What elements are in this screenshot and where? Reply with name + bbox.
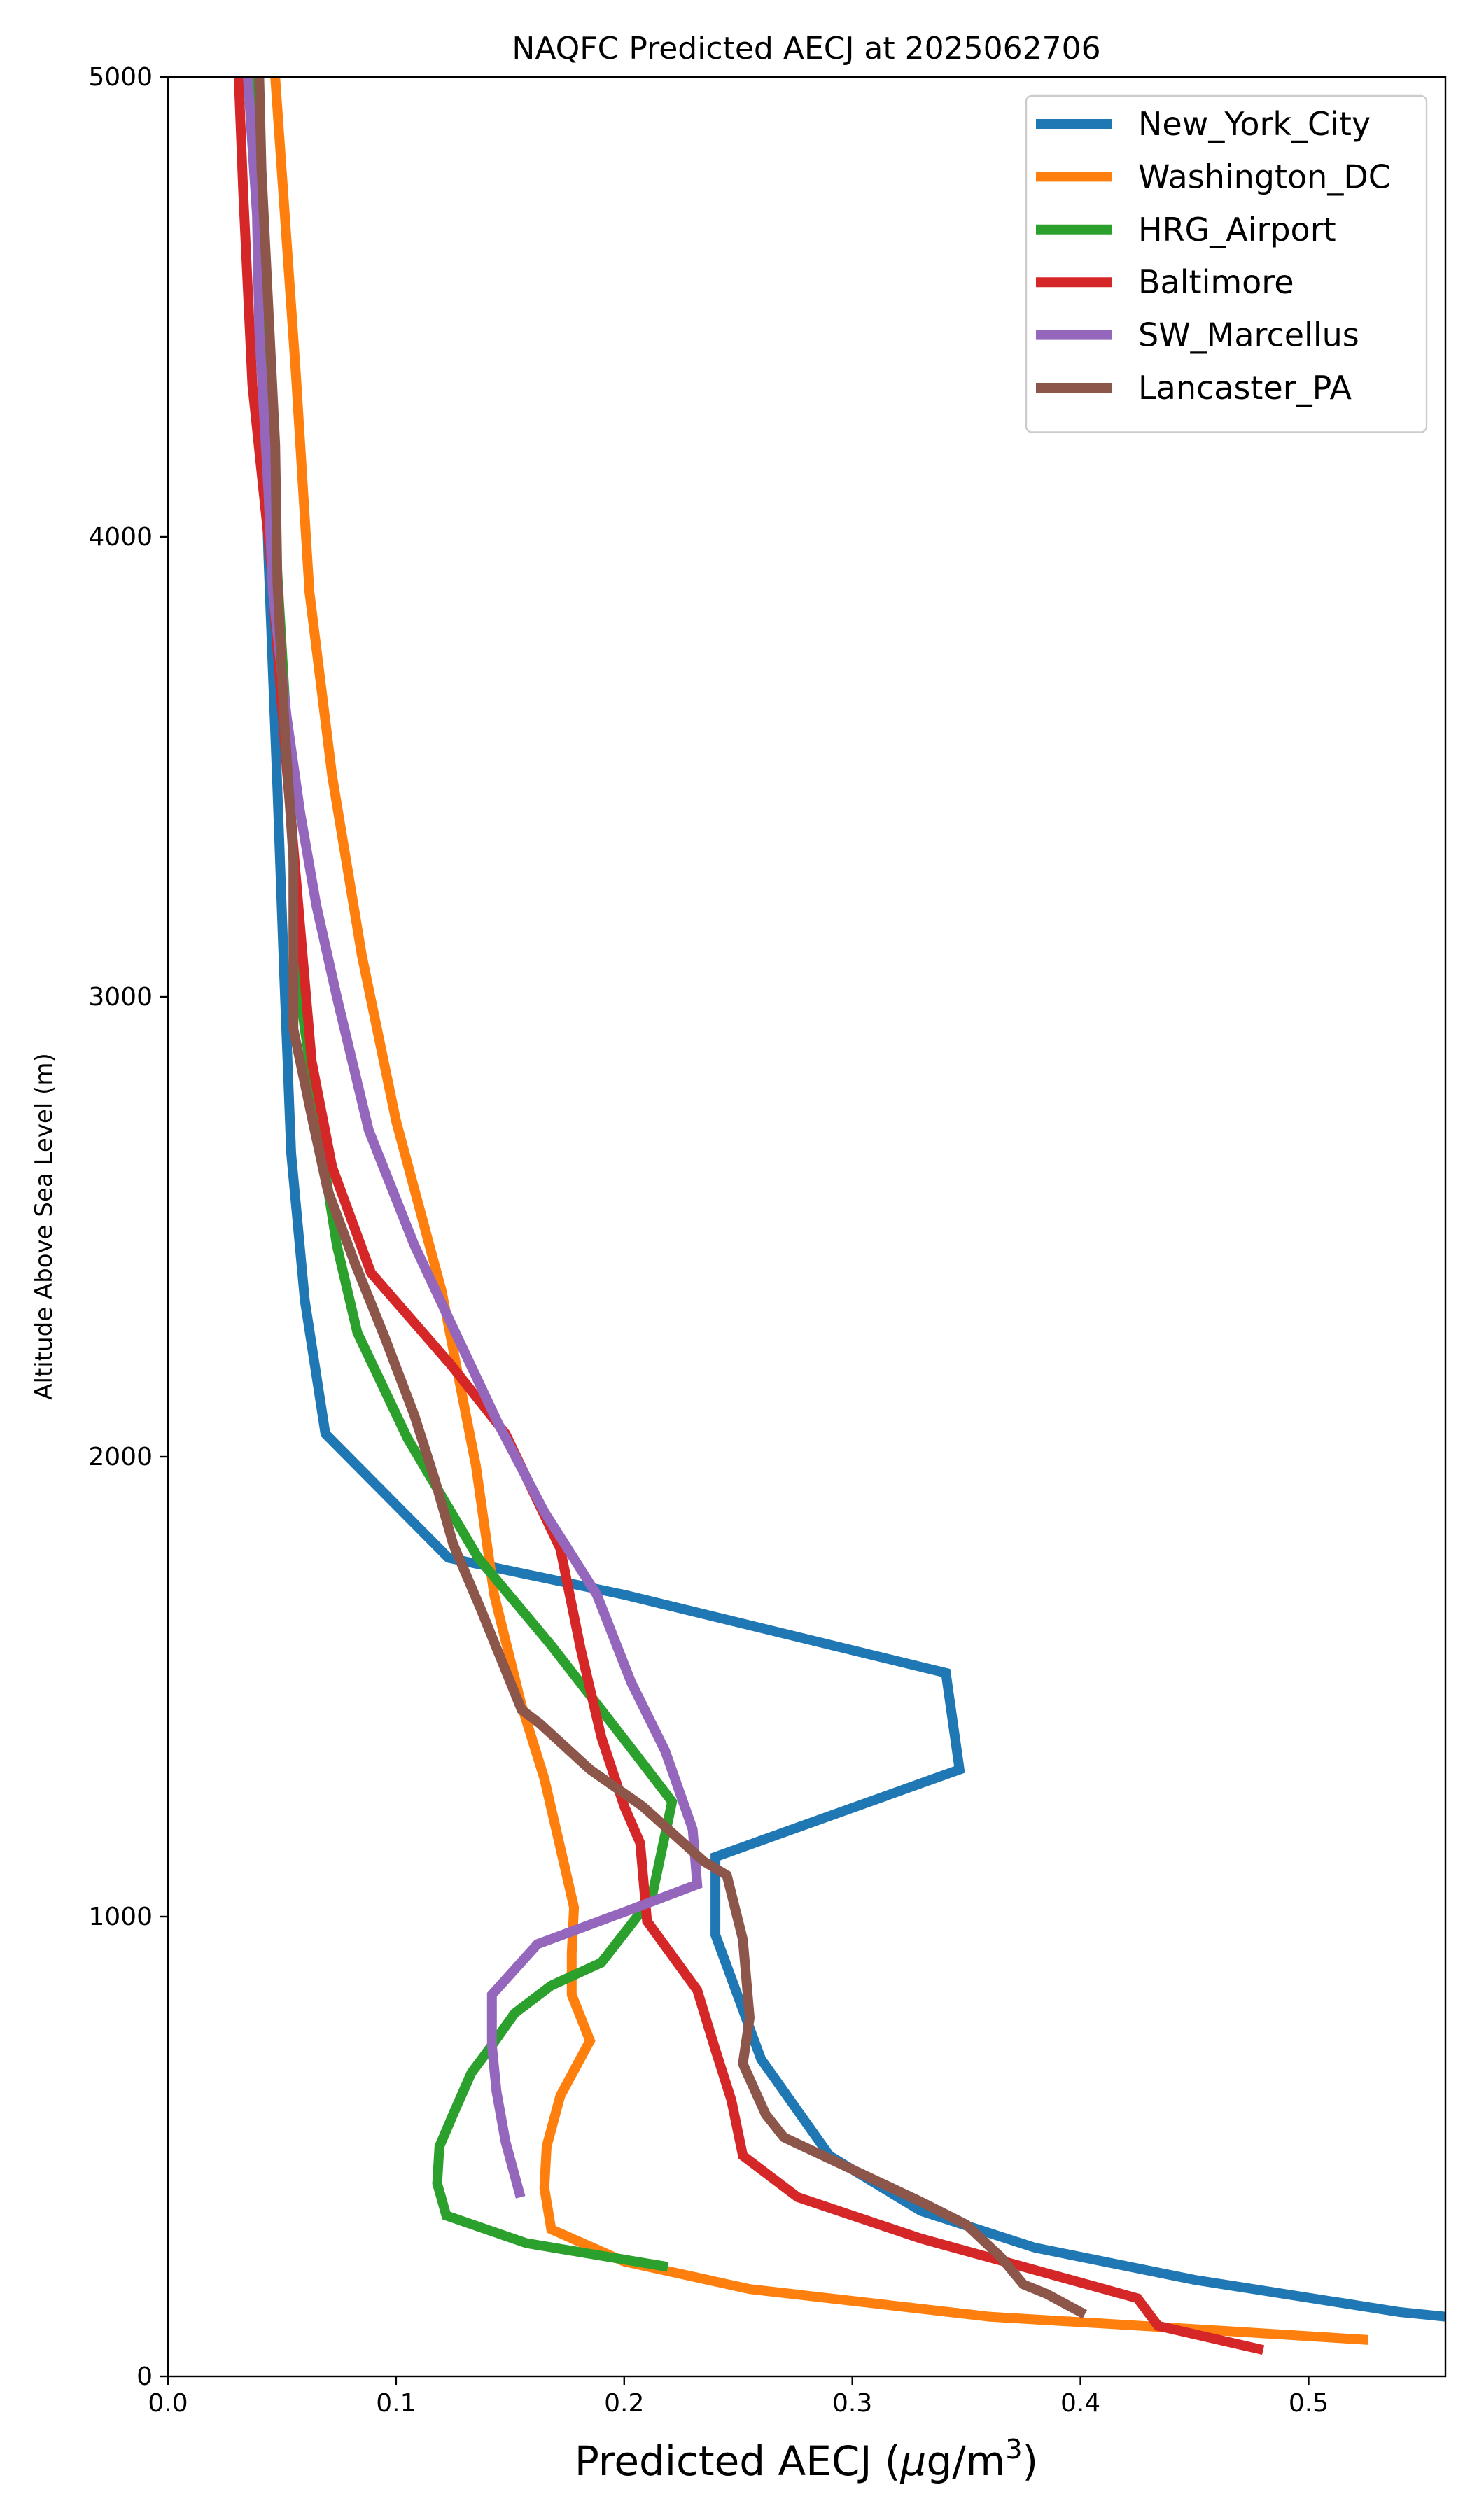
legend-entry-sw-marcellus: SW_Marcellus [1138,316,1359,354]
plot-frame [167,76,1447,2378]
y-tick-label: 3000 [88,983,153,1011]
legend: New_York_City Washington_DC HRG_Airport Bal… [1025,94,1428,433]
y-tick-label: 5000 [88,63,153,92]
legend-entry-washington-dc: Washington_DC [1138,158,1391,195]
y-tick-label: 4000 [88,523,153,552]
x-axis-label: Predicted AECJ (μg/m3) [575,2434,1038,2485]
legend-entry-new-york-city: New_York_City [1138,105,1371,143]
x-axis-label-prefix: Predicted AECJ ( [575,2437,901,2485]
y-tick-label: 0 [136,2362,153,2391]
x-tick-label: 0.0 [148,2389,188,2418]
y-axis-label: Altitude Above Sea Level (m) [30,1053,58,1400]
x-axis-label-suffix: ) [1023,2437,1039,2485]
legend-frame [1025,94,1428,433]
x-axis-label-mu: μ [900,2437,927,2485]
x-tick-label: 0.4 [1060,2389,1100,2418]
x-tick-label: 0.1 [376,2389,416,2418]
legend-entry-hrg-airport: HRG_Airport [1138,211,1336,248]
series-layer [233,77,1446,2355]
x-tick-label: 0.5 [1289,2389,1329,2418]
legend-entry-baltimore: Baltimore [1138,263,1294,301]
y-tick-label: 1000 [88,1903,153,1931]
chart-title: NAQFC Predicted AECJ at 2025062706 [512,31,1100,66]
x-axis-label-unit: g/m [926,2437,1005,2485]
legend-entry-lancaster-pa: Lancaster_PA [1138,369,1352,407]
x-tick-label: 0.2 [604,2389,644,2418]
ticks-layer: 0.0 0.1 0.2 0.3 0.4 0.5 0 1000 2000 3000 4000 5000 [88,63,1329,2418]
y-tick-label: 2000 [88,1443,153,1471]
series-line-lancaster-pa [254,77,1088,2319]
x-axis-label-exponent: 3 [1005,2434,1022,2465]
x-tick-label: 0.3 [832,2389,872,2418]
series-line-hrg-airport [252,77,678,2272]
